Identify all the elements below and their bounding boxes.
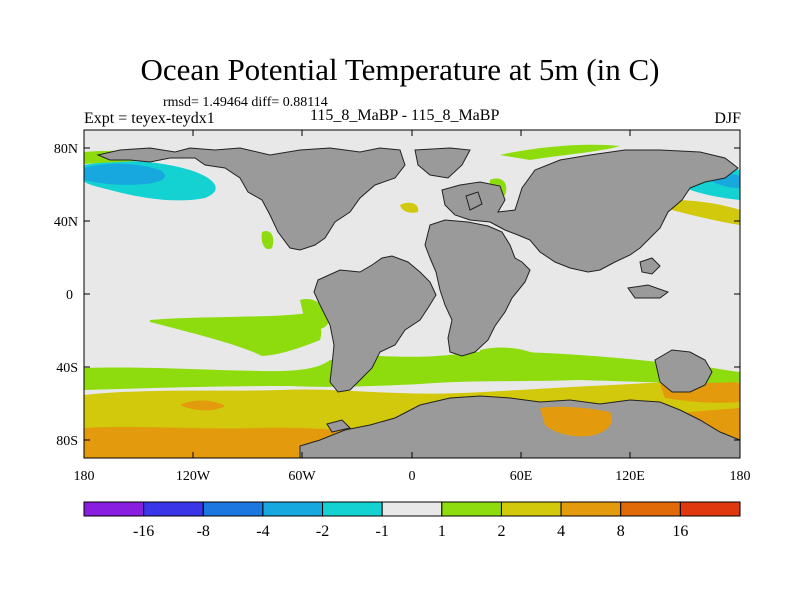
indian-green-patch <box>479 347 540 370</box>
x-tick-label: 180 <box>730 469 751 484</box>
southern-orange-patch <box>180 400 225 411</box>
colorbar-label: 2 <box>497 523 505 540</box>
y-tick-label: 80S <box>56 434 78 449</box>
colorbar-labels: -16 -8 -4 -2 -1 1 2 4 8 16 <box>133 523 688 540</box>
map-plot <box>84 130 740 458</box>
colorbar-label: -8 <box>197 523 210 540</box>
colorbar <box>83 501 741 517</box>
north-pacific-blue <box>84 163 165 185</box>
colorbar-swatch <box>143 501 204 517</box>
south-america <box>313 255 437 393</box>
season-label: DJF <box>714 110 741 127</box>
x-tick-label: 180 <box>74 469 95 484</box>
pacific-green-patch <box>150 313 322 356</box>
mediterranean-yellow <box>400 202 419 213</box>
colorbar-label: -2 <box>316 523 329 540</box>
colorbar-label: -1 <box>376 523 389 540</box>
y-tick-label: 80N <box>54 142 78 157</box>
x-axis-ticks <box>83 130 741 458</box>
north-america <box>96 147 406 251</box>
colorbar-swatch <box>202 501 264 517</box>
colorbar-label: 16 <box>672 523 688 540</box>
colorbar-swatch <box>441 501 502 517</box>
australia <box>654 349 713 393</box>
east-asia-yellow <box>672 200 740 225</box>
x-tick-label: 60E <box>510 469 533 484</box>
stats-label: rmsd= 1.49464 diff= 0.88114 <box>163 95 328 110</box>
colorbar-swatch <box>381 501 443 517</box>
colorbar-swatch <box>322 501 383 517</box>
colorbar-swatch <box>500 501 562 517</box>
colorbar-label: -16 <box>133 523 154 540</box>
eurasia <box>441 149 739 273</box>
colorbar-label: 8 <box>617 523 625 540</box>
y-tick-label: 0 <box>66 288 73 303</box>
north-atlantic-green <box>261 230 274 250</box>
greenland <box>414 147 471 179</box>
y-tick-label: 40S <box>56 361 78 376</box>
colorbar-swatch <box>560 501 622 517</box>
land-masses <box>96 147 740 458</box>
x-tick-label: 0 <box>409 469 416 484</box>
colorbar-swatch <box>83 501 145 517</box>
weddell-orange-patch <box>540 406 612 437</box>
colorbar-label: 1 <box>438 523 446 540</box>
y-axis-ticks <box>84 147 740 441</box>
arctic-green <box>500 144 620 160</box>
x-tick-label: 120E <box>615 469 645 484</box>
colorbar-swatch <box>620 501 681 517</box>
experiment-label: Expt = teyex-teydx1 <box>84 110 215 127</box>
colorbar-swatch <box>262 501 324 517</box>
antarctica <box>299 395 740 458</box>
greenland-island <box>465 191 483 211</box>
africa <box>424 219 531 357</box>
colorbar-label: -4 <box>256 523 269 540</box>
south-georgia-island <box>326 419 351 433</box>
southern-green-band <box>84 351 740 390</box>
map-title: Ocean Potential Temperature at 5m (in C) <box>140 52 660 87</box>
x-tick-label: 120W <box>176 469 211 484</box>
indonesia-island <box>627 284 670 299</box>
colorbar-swatch <box>679 501 741 517</box>
japan-island <box>639 257 661 275</box>
y-tick-label: 40N <box>54 215 78 230</box>
period-subtitle: 115_8_MaBP - 115_8_MaBP <box>310 107 500 124</box>
colorbar-label: 4 <box>557 523 565 540</box>
x-tick-label: 60W <box>288 469 316 484</box>
